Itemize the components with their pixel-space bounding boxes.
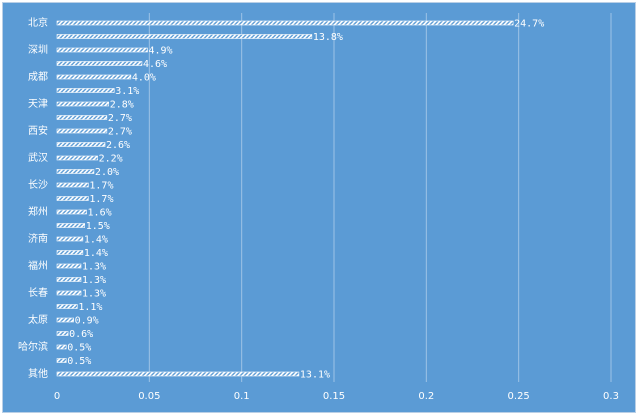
bar [56,34,313,39]
data-label: 2.6% [106,140,130,151]
category-label: 其他 [28,367,48,380]
data-label: 3.1% [115,86,139,97]
bar [56,358,67,363]
data-label: 13.8% [313,32,343,43]
data-label: 1.7% [89,194,113,205]
bar [56,101,110,107]
category-label: 长春 [28,287,48,299]
data-label: 1.3% [82,289,106,300]
x-tick-label: 0.1 [234,391,250,402]
bar [56,250,84,255]
data-label: 1.4% [84,235,108,246]
category-label: 福州 [28,259,48,272]
x-tick-label: 0.15 [323,391,345,402]
data-label: 4.9% [148,46,172,57]
category-label: 深圳 [28,44,48,56]
bar [56,331,69,336]
bar [56,74,132,80]
x-tick-label: 0.05 [138,391,160,402]
bar [56,209,87,215]
x-tick-label: 0.3 [603,391,619,402]
category-label: 武汉 [28,151,48,164]
bar [56,277,82,282]
bar [56,155,98,161]
bar [56,88,115,93]
category-label: 济南 [28,232,48,245]
data-label: 1.1% [78,302,102,313]
data-label: 1.3% [82,262,106,273]
bar [56,371,300,377]
gridlines [148,13,612,382]
data-label: 4.0% [132,73,156,84]
data-label: 1.6% [88,208,112,219]
x-tick-label: 0.2 [418,391,434,402]
data-label: 2.7% [108,113,132,124]
data-label: 0.9% [75,316,99,327]
data-label: 1.3% [82,275,106,286]
category-label: 太原 [28,313,48,326]
data-label: 2.8% [110,100,134,111]
bar [56,115,108,120]
bar [56,236,84,242]
category-label: 郑州 [28,205,48,218]
data-label: 0.5% [67,356,91,367]
data-label: 1.7% [89,181,113,192]
data-label: 0.5% [67,343,91,354]
data-label: 2.2% [99,154,123,165]
category-label: 西安 [28,124,48,137]
data-label: 2.0% [95,167,119,178]
category-label: 成都 [28,71,48,83]
bar [56,182,89,188]
bar [56,317,74,323]
bar [56,20,514,26]
data-label: 13.1% [300,370,330,381]
bar [56,169,95,174]
bar-chart: 24.7% 13.8% 4.9% 4.6% 4.0% 3.1% 2.8% 2.7% 2.7% 2.… [18,13,619,402]
x-tick-label: 0 [54,391,60,402]
data-label: 1.4% [84,248,108,259]
bar [56,47,148,53]
bar [56,223,86,228]
bar [56,304,78,309]
bar [56,61,143,66]
bar [56,196,89,201]
bar [56,128,108,134]
data-label: 4.6% [143,59,167,70]
data-label: 24.7% [514,19,544,30]
category-label: 长沙 [28,179,48,191]
category-label: 哈尔滨 [18,340,48,353]
bar [56,344,67,350]
chart-frame: 24.7% 13.8% 4.9% 4.6% 4.0% 3.1% 2.8% 2.7% 2.7% 2.… [2,2,636,413]
bar [56,142,106,147]
value-axis: 0 0.05 0.1 0.15 0.2 0.25 0.3 [54,391,619,402]
category-label: 北京 [28,16,48,29]
category-label: 天津 [28,98,48,110]
data-label: 1.5% [86,221,110,232]
x-tick-label: 0.25 [508,391,530,402]
data-label: 0.6% [69,329,93,340]
data-label: 2.7% [108,127,132,138]
bar-series [56,20,514,377]
data-labels: 24.7% 13.8% 4.9% 4.6% 4.0% 3.1% 2.8% 2.7% 2.7% 2.… [67,19,544,381]
bar [56,263,82,269]
bar [56,290,82,296]
